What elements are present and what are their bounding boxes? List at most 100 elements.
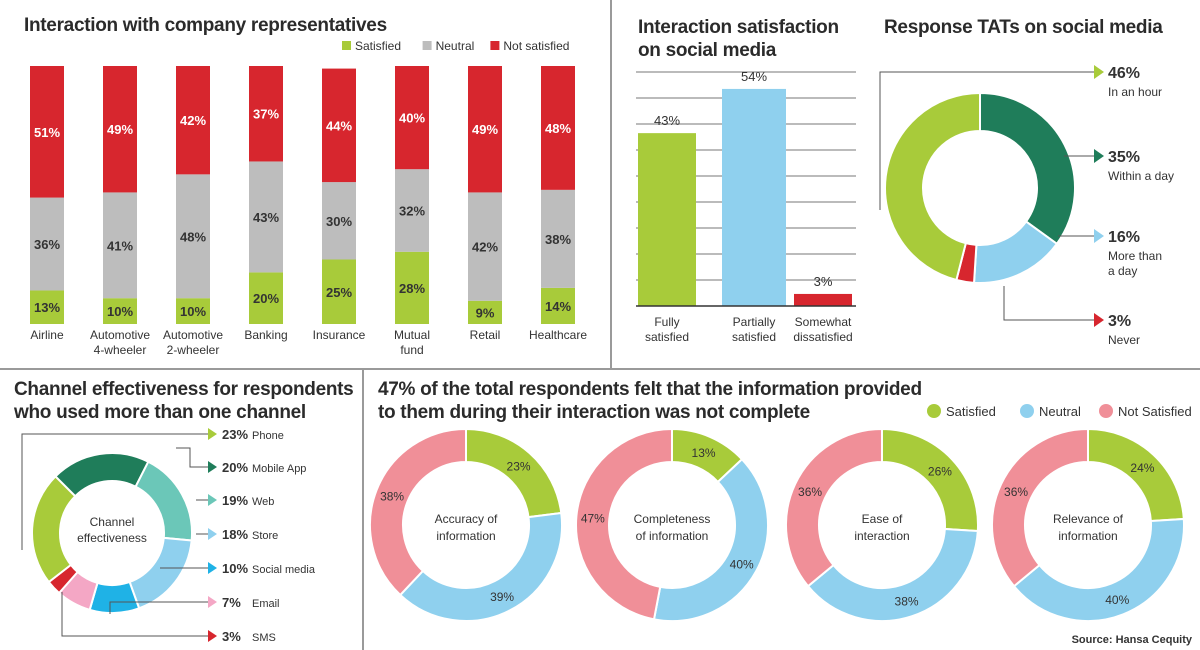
bar (794, 293, 852, 306)
connector-line (176, 447, 208, 468)
legend-label-2: Not satisfied (503, 39, 569, 53)
bar-value-label: 13% (34, 300, 60, 315)
bar-value-label: 30% (326, 214, 352, 229)
category-label: Insurance (313, 328, 366, 342)
legend-swatch-2 (490, 41, 500, 50)
donut-center-label: Channel effectiveness (77, 515, 147, 545)
donut-slice (785, 427, 883, 588)
legend-value: 19% (222, 493, 248, 508)
slice-value-label: 36% (1004, 485, 1028, 499)
legend-value: 20% (222, 460, 248, 475)
bar-segment (249, 272, 283, 324)
bar-value-label: 10% (180, 304, 206, 319)
legend-dot-0 (927, 404, 941, 418)
bar-segment (395, 251, 429, 324)
legend-label-0: Satisfied (355, 39, 401, 53)
bar-segment (103, 66, 137, 193)
bar-value-label: 32% (399, 203, 425, 218)
legend-arrow (208, 596, 217, 608)
legend-name: SMS (252, 632, 276, 644)
bar-segment (176, 66, 210, 175)
donut-slice (134, 460, 193, 542)
category-label: Partially satisfied (732, 315, 776, 344)
bar (722, 88, 786, 306)
interaction-stacked-bar-chart: Satisfied Neutral Not satisfied 13% 36% 51% Ai… (30, 39, 587, 357)
category-label: Fully satisfied (645, 315, 689, 344)
panel-title-tat: Response TATs on social media (884, 17, 1163, 38)
category-label: Airline (30, 328, 64, 342)
legend-arrow (1094, 229, 1104, 243)
connector-line (109, 601, 208, 614)
bar-segment (176, 174, 210, 299)
legend-label-0: Satisfied (946, 404, 996, 419)
bar-value-label: 14% (545, 299, 571, 314)
donut-center-label: Ease of interaction (854, 512, 909, 543)
donut-slice (369, 427, 467, 597)
slice-value-label: 39% (490, 590, 514, 604)
bar-segment (395, 66, 429, 170)
category-label: Mutual fund (394, 328, 430, 357)
bar-segment (322, 259, 356, 324)
bar-value-label: 40% (399, 111, 425, 126)
slice-value-label: 40% (1105, 593, 1129, 607)
bar-segment (249, 161, 283, 273)
donut-slice (31, 475, 77, 584)
bar-segment (322, 182, 356, 260)
legend-arrow (1094, 65, 1104, 79)
legend-value: 3% (222, 629, 241, 644)
category-label: Somewhat dissatisfied (793, 315, 852, 344)
legend-name: Social media (252, 564, 316, 576)
legend-name: Phone (252, 430, 284, 442)
bar-value-label: 3% (814, 274, 833, 289)
tat-donut-chart: 46% In an hour 35% Within a day 16% More than… (879, 65, 1174, 347)
bar-value-label: 20% (253, 291, 279, 306)
donut-slice (1012, 517, 1185, 622)
category-label: Retail (470, 328, 501, 342)
slice-value-label: 47% (581, 512, 605, 526)
donut-center-label: Accuracy of information (435, 512, 498, 543)
information-donut-charts: Satisfied Neutral Not Satisfied 23% 39% 38% Ac… (369, 404, 1192, 622)
legend-desc: Never (1108, 333, 1140, 347)
bar-segment (468, 300, 502, 324)
information-title-text: 47% of the total respondents felt that t… (378, 379, 922, 423)
slice-value-label: 40% (730, 557, 754, 571)
bar-value-label: 37% (253, 107, 279, 122)
bar-value-label: 38% (545, 232, 571, 247)
legend-value: 3% (1108, 313, 1131, 330)
bar-segment (103, 192, 137, 299)
divider-middle (0, 368, 1200, 370)
legend-label-1: Neutral (436, 39, 475, 53)
slice-value-label: 36% (798, 485, 822, 499)
bar-segment (176, 298, 210, 324)
legend-arrow (1094, 149, 1104, 163)
donut-slice (398, 511, 563, 622)
legend-arrow (208, 630, 217, 642)
slice-value-label: 13% (692, 446, 716, 460)
donut-slice (884, 91, 981, 282)
slice-value-label: 26% (928, 465, 952, 479)
legend-arrow (208, 428, 217, 440)
donut-slice (652, 457, 769, 622)
bar-segment (103, 298, 137, 324)
legend-dot-2 (1099, 404, 1113, 418)
legend-arrow (208, 461, 217, 473)
bar-value-label: 43% (654, 113, 680, 128)
donut-slice (991, 427, 1089, 588)
donut-slice (979, 91, 1076, 246)
bar-value-label: 9% (476, 305, 495, 320)
slice-value-label: 24% (1130, 461, 1154, 475)
channel-title-text: Channel effectiveness for respondents wh… (14, 379, 354, 423)
legend-desc: Within a day (1108, 169, 1174, 183)
bar-value-label: 25% (326, 285, 352, 300)
donut-center-label: Relevance of information (1053, 512, 1124, 543)
bar (638, 133, 696, 306)
legend-name: Mobile App (252, 463, 306, 475)
bar-value-label: 44% (326, 118, 352, 133)
bar-segment (249, 66, 283, 162)
bar-segment (541, 287, 575, 324)
legend-name: Email (252, 598, 280, 610)
connector-line (1003, 286, 1094, 321)
satisfaction-title-text: Interaction satisfaction on social media (638, 17, 839, 61)
category-label: Automotive 2-wheeler (163, 328, 223, 357)
bar-value-label: 10% (107, 304, 133, 319)
